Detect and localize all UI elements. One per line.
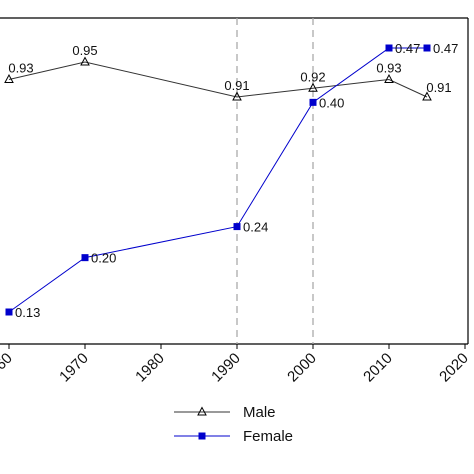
x-tick-label-2010: 2010 [360,350,396,386]
data-label-female-1960: 0.13 [15,305,40,320]
series-line-male [8,61,428,98]
point-female-2000 [309,98,317,106]
data-label-male-1960: 0.93 [8,61,33,76]
point-male-1970 [80,56,90,66]
legend-marker-male [197,406,207,416]
point-female-1960 [5,308,13,316]
series-line-female [8,47,427,313]
data-label-male-1970: 0.95 [72,43,97,58]
x-tick-label-1970: 1970 [56,350,92,386]
x-tick-label-2000: 2000 [284,350,320,386]
point-female-2015 [423,44,431,52]
legend-marker-female [198,432,206,440]
legend-label-male: Male [243,404,276,421]
x-axis-ticks: 1960 1970 1980 1990 2000 2010 2020 [0,344,472,385]
legend: Male Female [174,404,293,445]
data-label-female-2000: 0.40 [319,95,344,110]
data-label-female-1970: 0.20 [91,251,116,266]
data-labels: 0.93 0.95 0.91 0.92 0.93 0.91 0.13 0.20 0.24 0.40… [8,41,458,320]
point-male-2010 [384,73,394,83]
point-female-1990 [233,223,241,231]
data-label-male-2010: 0.93 [376,61,401,76]
point-male-1960 [4,73,14,83]
data-label-male-1990: 0.91 [224,78,249,93]
data-label-female-1990: 0.24 [243,220,268,235]
x-tick-label-1980: 1980 [132,350,168,386]
plot-frame [0,17,469,345]
reference-lines [236,18,314,344]
legend-label-female: Female [243,428,293,445]
data-label-male-2000: 0.92 [300,69,325,84]
point-male-2000 [308,82,318,92]
x-tick-label-1990: 1990 [208,350,244,386]
point-female-2010 [385,44,393,52]
series-layer [4,44,432,316]
data-label-female-2010: 0.47 [395,41,420,56]
x-tick-label-2020: 2020 [436,350,472,386]
point-male-2015 [422,91,432,101]
data-label-male-2015: 0.91 [426,80,451,95]
data-label-female-2015: 0.47 [433,41,458,56]
x-tick-label-1960: 1960 [0,350,16,386]
point-male-1990 [232,91,242,101]
point-female-1970 [81,254,89,262]
